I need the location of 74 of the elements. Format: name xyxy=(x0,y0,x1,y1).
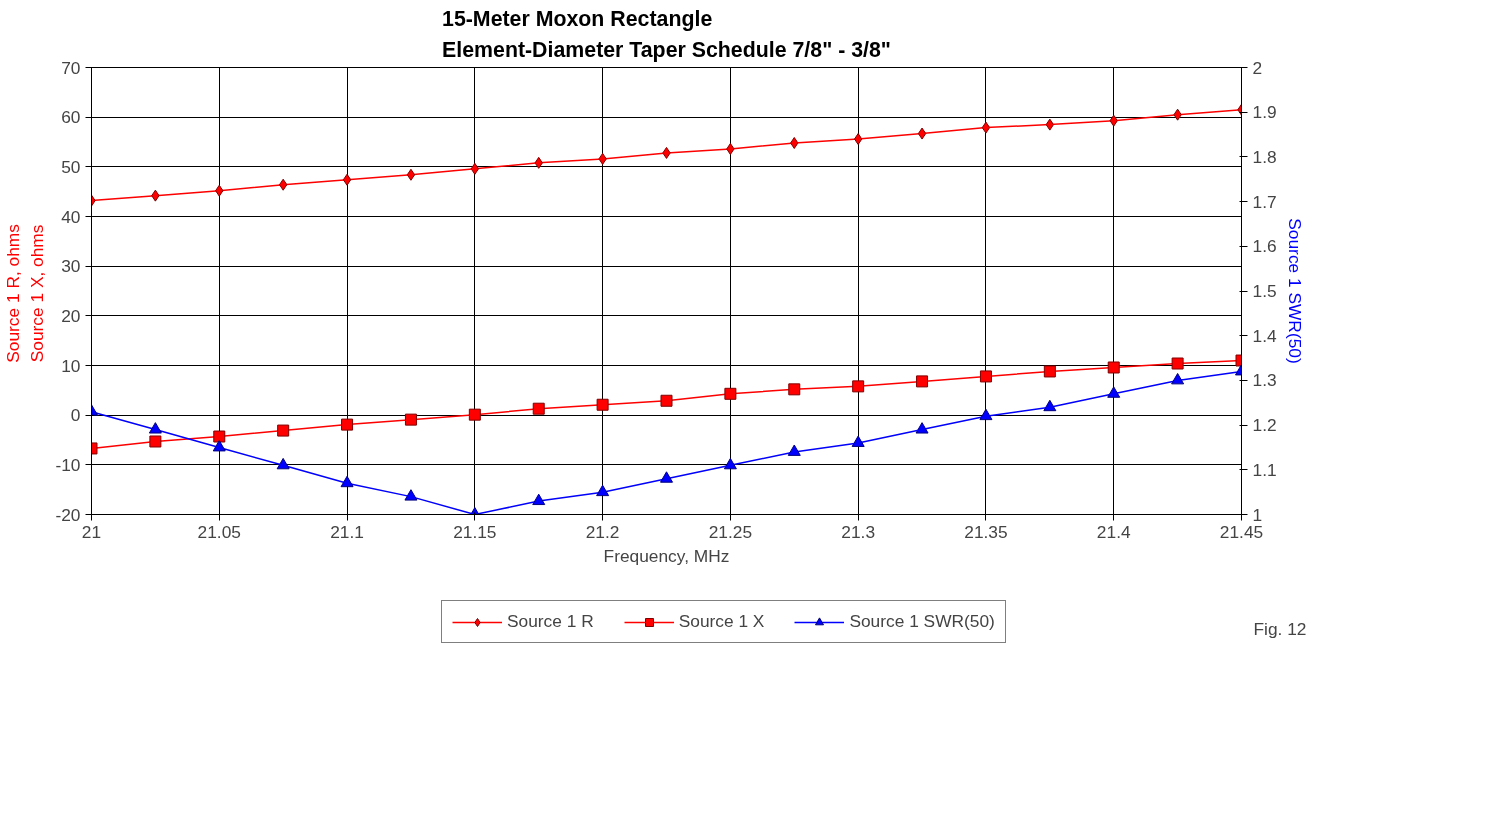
caption: Fig. 12 xyxy=(1253,618,1307,639)
legend-label: Source 1 R xyxy=(507,611,594,632)
point xyxy=(1043,399,1057,412)
point xyxy=(1171,357,1184,370)
chart-title: 15-Meter Moxon Rectangle Element-Diameter Taper Schedule 7/8" - 3/8" xyxy=(442,7,891,63)
y2-tick-label: 1.3 xyxy=(1252,370,1277,391)
x-tick-label: 21.1 xyxy=(330,521,364,542)
y2-tick-label: 1.9 xyxy=(1252,102,1277,123)
point xyxy=(916,375,929,388)
y2-tick-label: 1.2 xyxy=(1252,415,1277,436)
legend-label: Source 1 SWR(50) xyxy=(849,611,995,632)
y-tick-label: 70 xyxy=(61,57,81,78)
point xyxy=(724,387,737,400)
legend-label: Source 1 X xyxy=(678,611,765,632)
point xyxy=(148,422,162,434)
point xyxy=(979,370,992,383)
x-tick-label: 21.15 xyxy=(453,521,497,542)
point xyxy=(406,168,416,181)
point xyxy=(660,471,673,483)
point xyxy=(468,408,481,421)
point xyxy=(340,475,354,488)
y-tick-label: 40 xyxy=(61,206,81,227)
point xyxy=(596,484,610,497)
point xyxy=(723,457,737,470)
y-tick-label: 30 xyxy=(61,256,81,277)
y-tick-label: -10 xyxy=(55,454,81,475)
point xyxy=(787,444,801,456)
point xyxy=(277,424,290,437)
x-tick-label: 21.4 xyxy=(1096,521,1131,542)
x-tick-label: 21.3 xyxy=(841,521,876,542)
point xyxy=(596,398,609,411)
y2-tick-label: 1.7 xyxy=(1252,191,1277,212)
point xyxy=(276,457,290,470)
y2-tick-label: 1.1 xyxy=(1252,459,1277,480)
y2-tick-label: 1.8 xyxy=(1252,146,1277,167)
point xyxy=(788,383,801,396)
x-tick-label: 21.25 xyxy=(708,521,753,542)
point xyxy=(1107,386,1121,398)
x-axis-title: Frequency, MHz xyxy=(603,545,730,566)
x-tick-label: 21.05 xyxy=(197,521,241,542)
y2-tick-label: 1.6 xyxy=(1252,236,1277,257)
point xyxy=(212,440,226,452)
y-tick-label: 60 xyxy=(61,107,81,128)
y2-axis-title: Source 1 SWR(50) xyxy=(1284,218,1305,364)
point xyxy=(981,121,991,134)
y2-tick-label: 1.5 xyxy=(1252,281,1277,301)
point xyxy=(404,489,418,501)
y-tick-label: 10 xyxy=(61,355,81,376)
x-tick-label: 21 xyxy=(81,521,102,542)
y-tick-label: 50 xyxy=(61,156,81,177)
point xyxy=(915,422,929,434)
point xyxy=(341,418,354,431)
y2-tick-label: 2 xyxy=(1252,57,1263,78)
point xyxy=(404,413,417,426)
y-axis-title: Source 1 R, ohms Source 1 X, ohms xyxy=(3,223,48,363)
point xyxy=(1043,365,1056,378)
y-tick-label: 20 xyxy=(61,305,81,326)
point xyxy=(342,173,352,186)
point xyxy=(660,394,673,407)
point xyxy=(532,402,545,415)
y-tick-label: 0 xyxy=(70,405,81,426)
point xyxy=(1171,372,1185,385)
point xyxy=(852,380,865,393)
point xyxy=(917,127,927,140)
point xyxy=(851,435,865,447)
point xyxy=(213,430,226,443)
y-tick-label: -20 xyxy=(55,504,81,525)
y2-tick-label: 1.4 xyxy=(1252,325,1277,346)
point xyxy=(532,493,546,506)
x-tick-label: 21.35 xyxy=(964,521,1008,542)
point xyxy=(1107,361,1120,374)
point xyxy=(979,408,993,421)
point xyxy=(149,435,162,448)
x-tick-label: 21.2 xyxy=(585,521,620,542)
